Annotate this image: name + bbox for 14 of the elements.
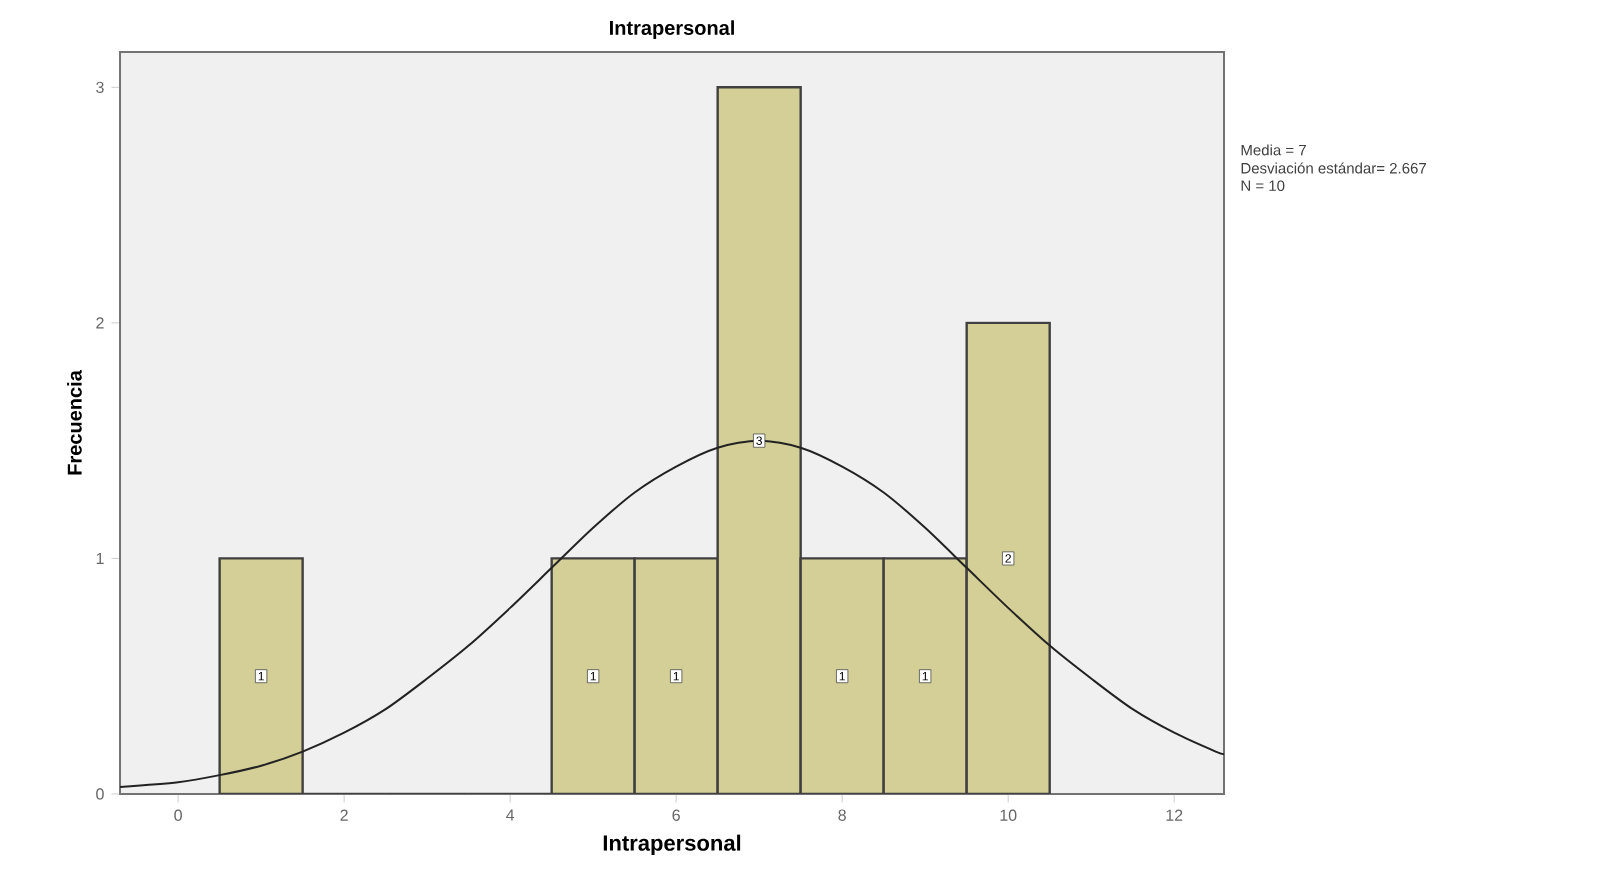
- x-tick-label: 6: [672, 809, 680, 821]
- y-tick-label: 1: [96, 552, 104, 564]
- x-tick-label: 4: [506, 809, 515, 821]
- y-tick-label: 3: [96, 81, 104, 93]
- x-axis-title: Intrapersonal: [603, 834, 741, 856]
- y-tick-label: 2: [96, 317, 104, 329]
- x-tick-label: 2: [340, 809, 348, 821]
- y-axis-title: Frecuencia: [67, 370, 82, 475]
- x-tick-label: 0: [174, 809, 182, 821]
- x-tick-label: 8: [838, 809, 846, 821]
- x-tick-label: 12: [1166, 809, 1183, 821]
- chart-title: Intrapersonal: [610, 20, 734, 39]
- x-tick-label: 10: [1000, 809, 1017, 821]
- y-tick-label: 0: [96, 788, 104, 800]
